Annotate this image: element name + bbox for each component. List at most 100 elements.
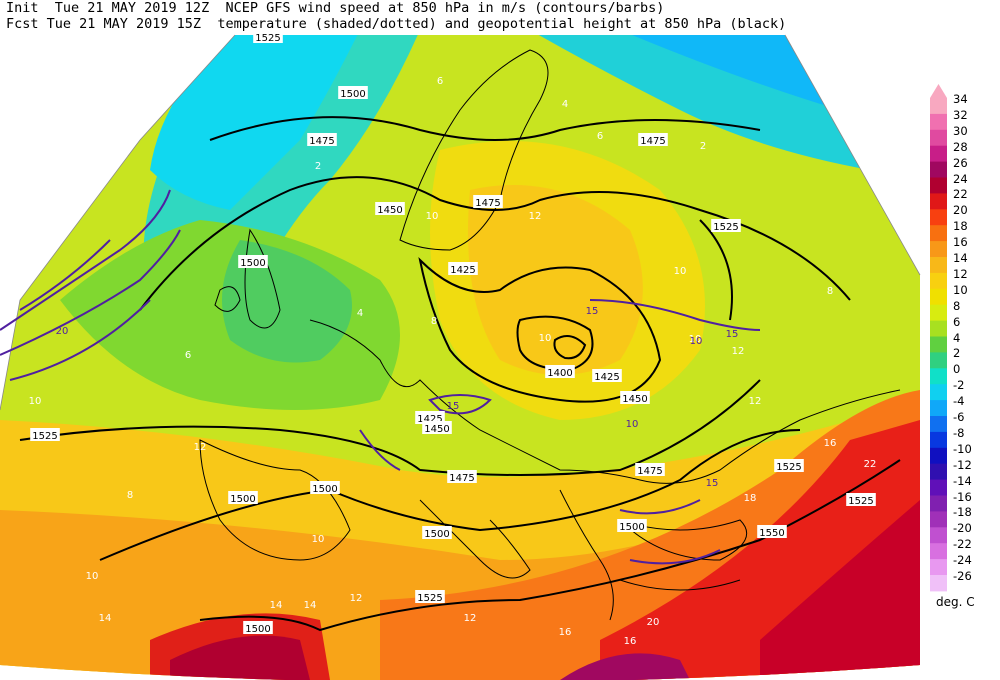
colorbar-swatch — [930, 288, 947, 306]
colorbar-swatch — [930, 368, 947, 385]
height-labels-layer: 1525 1500 1475 1475 1450 1475 1525 1500 1425 1400… — [30, 30, 876, 635]
colorbar-label: -12 — [953, 457, 972, 472]
height-label-box — [310, 481, 340, 494]
wind-speed-label: 15 — [726, 329, 739, 340]
temperature-label: 10 — [674, 266, 687, 277]
colorbar-swatch — [930, 511, 947, 528]
height-label-box — [757, 525, 787, 538]
colorbar-swatch — [930, 463, 947, 481]
colorbar-label: -20 — [953, 521, 972, 536]
wind-speed-label: 15 — [447, 401, 460, 412]
height-label-box — [711, 219, 741, 232]
wind-contours — [0, 189, 761, 565]
colorbar-label: 10 — [953, 282, 968, 297]
height-label-box — [447, 470, 477, 483]
temperature-label: 4 — [562, 99, 568, 110]
height-label: 1525 — [848, 496, 873, 507]
colorbar-label: 32 — [953, 107, 968, 122]
height-label: 1450 — [424, 424, 449, 435]
temperature-label: 14 — [99, 613, 112, 624]
colorbar — [930, 84, 947, 592]
colorbar-label: -22 — [953, 537, 972, 552]
height-label-box — [30, 428, 60, 441]
colorbar-swatch — [930, 193, 947, 210]
height-label: 1475 — [640, 136, 665, 147]
temperature-label: 10 — [86, 571, 99, 582]
colorbar-swatch — [930, 272, 947, 290]
colorbar-swatch — [930, 320, 947, 337]
colorbar-swatch — [930, 352, 947, 369]
height-label: 1525 — [255, 33, 280, 44]
height-label: 1425 — [450, 265, 475, 276]
temperature-label: 14 — [270, 600, 283, 611]
colorbar-label: -16 — [953, 489, 972, 504]
temperature-label: 16 — [824, 438, 837, 449]
temperature-label: 6 — [185, 350, 191, 361]
colorbar-swatch — [930, 336, 947, 353]
temperature-label: 12 — [749, 396, 762, 407]
wind-labels-layer: 20 15 10 15 15 10 15 — [56, 306, 739, 489]
height-label: 1425 — [417, 414, 442, 425]
colorbar-label: -24 — [953, 553, 972, 568]
colorbar-label: -26 — [953, 569, 972, 583]
height-label-box — [422, 421, 452, 434]
temperature-label: 2 — [315, 161, 321, 172]
height-label: 1500 — [424, 529, 449, 540]
height-label-box — [473, 195, 503, 208]
colorbar-swatch — [930, 416, 947, 433]
height-label: 1500 — [312, 484, 337, 495]
height-label: 1400 — [547, 368, 572, 379]
colorbar-swatch — [930, 447, 947, 465]
height-label-box — [592, 369, 622, 382]
colorbar-label: 22 — [953, 187, 968, 202]
colorbar-swatch — [930, 575, 947, 592]
temperature-label: 18 — [744, 493, 757, 504]
temperature-field — [0, 35, 920, 680]
temperature-label: 12 — [732, 346, 745, 357]
height-label-box — [415, 590, 445, 603]
temperature-label: 8 — [127, 490, 133, 501]
temperature-label: 16 — [559, 627, 572, 638]
temperature-label: 10 — [426, 211, 439, 222]
colorbar-swatch — [930, 225, 947, 242]
temperature-label: 12 — [194, 442, 207, 453]
colorbar-swatch — [930, 384, 947, 401]
height-label: 1525 — [32, 431, 57, 442]
colorbar-label: 28 — [953, 139, 968, 154]
colorbar-swatch — [930, 495, 947, 512]
colorbar-label: -4 — [953, 394, 965, 409]
colorbar-label: 16 — [953, 235, 968, 250]
colorbar-swatch — [930, 177, 947, 194]
height-label: 1450 — [377, 205, 402, 216]
temperature-label: 22 — [864, 459, 877, 470]
colorbar-label: 18 — [953, 219, 968, 234]
colorbar-label: -14 — [953, 473, 972, 488]
temperature-label: 12 — [529, 211, 542, 222]
height-label-box — [243, 621, 273, 634]
colorbar-label: 26 — [953, 155, 968, 170]
colorbar-label: -6 — [953, 410, 965, 424]
colorbar-label: -8 — [953, 425, 965, 440]
colorbar-swatch — [930, 543, 947, 560]
height-label: 1525 — [417, 593, 442, 604]
temperature-label: 12 — [464, 613, 477, 624]
wind-speed-label: 20 — [56, 326, 69, 337]
colorbar-swatch — [930, 161, 947, 178]
height-label: 1500 — [240, 258, 265, 269]
colorbar-swatch — [930, 129, 947, 147]
height-label: 1525 — [776, 462, 801, 473]
temperature-label: 8 — [827, 286, 833, 297]
height-label-box — [253, 30, 283, 43]
colorbar-label: -10 — [953, 441, 972, 456]
height-label: 1475 — [475, 198, 500, 209]
height-label-box — [774, 459, 804, 472]
height-label: 1500 — [340, 89, 365, 100]
colorbar-label: 8 — [953, 298, 961, 313]
colorbar-label: 20 — [953, 203, 968, 218]
height-label-box — [620, 391, 650, 404]
temperature-label: 8 — [431, 316, 437, 327]
colorbar-label: 2 — [953, 346, 961, 361]
temperature-label: 4 — [357, 308, 363, 319]
wind-speed-label: 10 — [626, 419, 639, 430]
map-frame-left — [0, 34, 236, 411]
